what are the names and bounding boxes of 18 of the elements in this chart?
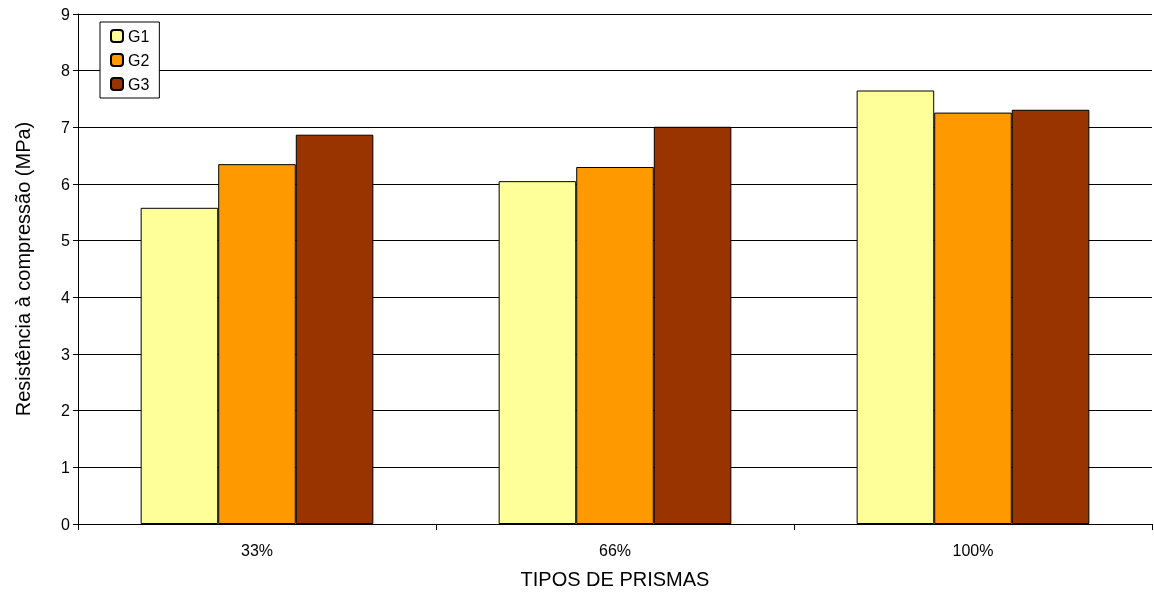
y-tick-label: 7 xyxy=(61,118,71,136)
y-tick-label: 5 xyxy=(61,232,71,250)
legend-label: G3 xyxy=(128,75,150,93)
legend-label: G1 xyxy=(128,27,150,45)
x-tick-label: 66% xyxy=(598,541,632,559)
y-tick-label: 0 xyxy=(61,515,71,533)
y-tick-label: 1 xyxy=(61,458,71,476)
x-tick-label: 100% xyxy=(952,541,994,559)
y-tick-label: 9 xyxy=(61,5,71,23)
y-tick-label: 6 xyxy=(61,175,71,193)
x-axis-title: TIPOS DE PRISMAS xyxy=(520,568,710,590)
legend-label: G2 xyxy=(128,51,150,69)
y-tick-label: 8 xyxy=(61,62,71,80)
x-tick-label: 33% xyxy=(240,541,274,559)
y-tick-label: 4 xyxy=(61,288,71,306)
y-tick-label: 3 xyxy=(61,345,71,363)
y-tick-label: 2 xyxy=(61,402,71,420)
y-axis-title: Resistência à compressão (MPa) xyxy=(12,121,34,417)
